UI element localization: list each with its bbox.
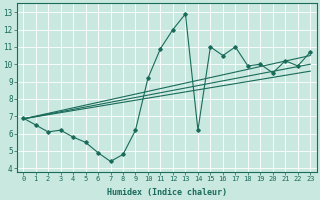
X-axis label: Humidex (Indice chaleur): Humidex (Indice chaleur): [107, 188, 227, 197]
